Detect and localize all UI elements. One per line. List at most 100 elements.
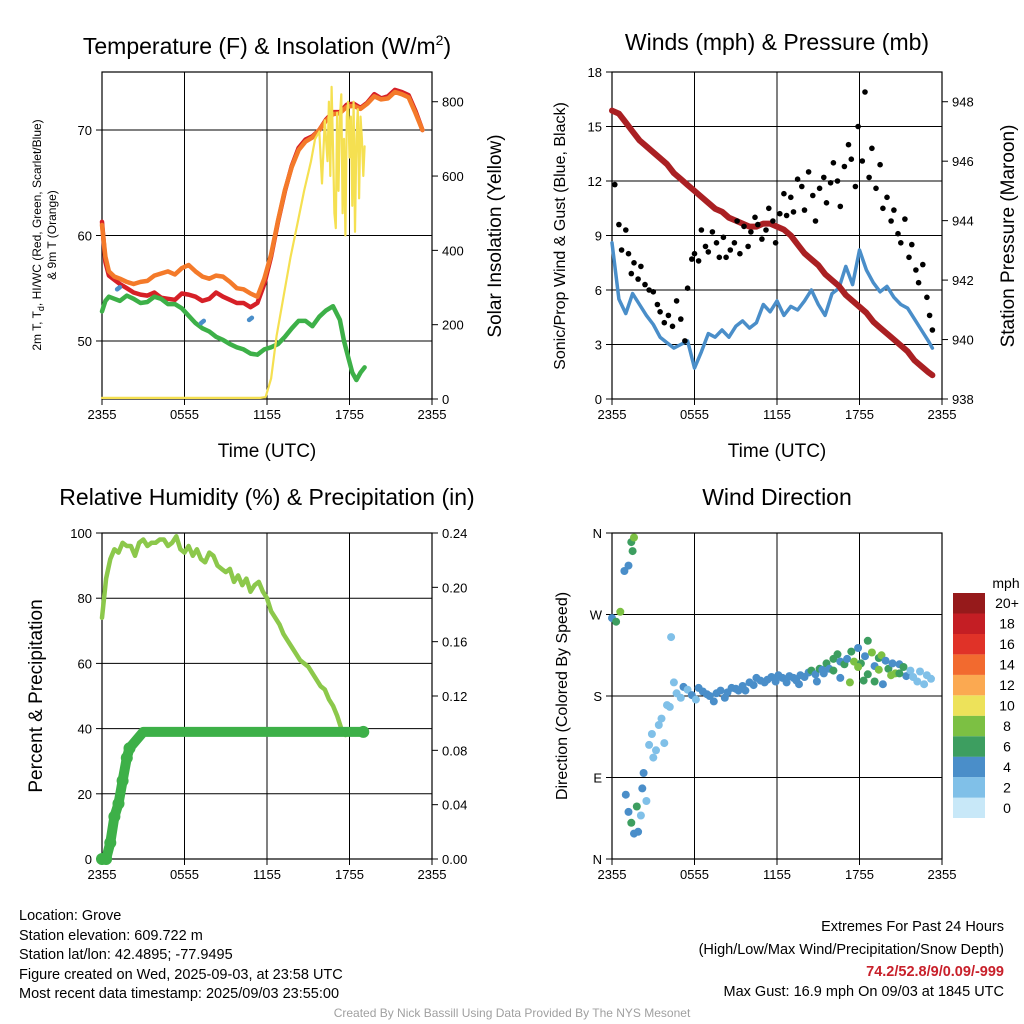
wind-direction-point <box>870 677 879 686</box>
wind-gust-point <box>642 281 648 288</box>
wind-gust-point <box>855 123 861 130</box>
y-tick-label: 6 <box>595 283 602 298</box>
legend-swatch <box>953 797 985 818</box>
wind-direction-point <box>916 667 924 676</box>
wind-direction-point <box>854 663 863 671</box>
winds-x-axis-label: Time (UTC) <box>728 441 827 462</box>
wind-direction-point <box>669 678 678 687</box>
wind-gust-point <box>810 192 816 199</box>
wind-direction-point <box>863 636 872 645</box>
wind-gust-point <box>684 285 691 292</box>
wind-direction-point <box>621 790 630 799</box>
plot-frame <box>101 532 433 860</box>
wind-gust-point <box>788 194 794 201</box>
y2-tick-label: 0.00 <box>442 852 467 867</box>
y-tick-label: 0 <box>85 852 92 867</box>
wind-gust-point <box>880 205 886 212</box>
wind-gust-point <box>702 243 709 250</box>
plot-frame <box>611 532 943 860</box>
wind-gust-point <box>638 263 644 270</box>
wind-gust-point <box>862 89 868 95</box>
wind-gust-point <box>682 338 688 344</box>
y2-tick-label: 0.08 <box>442 743 467 758</box>
legend-label: 10 <box>999 698 1015 714</box>
extremes-values: 74.2/52.8/9/0.09/-999 <box>866 964 1004 981</box>
temperature-x-axis-label: Time (UTC) <box>218 441 317 462</box>
wind-gust-point <box>873 185 879 192</box>
y2-tick-label: 0 <box>442 392 449 407</box>
wind-direction-point <box>645 740 654 749</box>
wind-gust-point <box>781 190 787 197</box>
temperature-series-line <box>99 89 425 299</box>
wind-gust-point <box>716 254 723 261</box>
station-info: Location: Grove Station elevation: 609.7… <box>19 907 343 1005</box>
legend-label: 2 <box>1003 779 1011 795</box>
winds-panel-title: Winds (mph) & Pressure (mb) <box>625 29 929 55</box>
wind-direction-point <box>639 769 648 777</box>
relative-humidity-line <box>99 534 348 738</box>
temperature-series-line <box>114 284 123 292</box>
wind-direction-point <box>833 650 842 659</box>
precipitation-point <box>123 742 136 755</box>
wind-gust-point <box>841 163 848 170</box>
wind-gust-point <box>698 227 705 233</box>
station-elevation: Station elevation: 609.722 m <box>19 927 203 944</box>
wind-gust-point <box>848 156 855 162</box>
legend-swatch <box>953 715 985 737</box>
wind-gust-point <box>799 183 805 190</box>
wind-direction-point <box>861 652 869 661</box>
x-tick-label: 2355 <box>928 867 957 882</box>
wind-gust-point <box>654 301 661 308</box>
wind-direction-point <box>628 547 637 556</box>
wind-gust-point <box>755 221 761 228</box>
wind-direction-point <box>867 648 876 657</box>
y-tick-label: 60 <box>78 656 92 671</box>
wind-direction-point <box>845 678 854 687</box>
wind-gust-point <box>752 214 758 221</box>
wind-gust-point <box>898 240 904 246</box>
x-tick-label: 1755 <box>335 407 364 422</box>
x-tick-label: 2355 <box>88 407 117 422</box>
wind-direction-point <box>709 697 718 706</box>
wind-direction-point <box>895 669 904 678</box>
wind-gust-point <box>770 218 776 224</box>
x-tick-label: 1155 <box>253 867 281 882</box>
plot-frame <box>611 71 943 400</box>
legend-swatch <box>953 654 985 675</box>
wind-gust-point <box>859 158 866 164</box>
temperature-y-axis-label: 2m T, Td, HI/WC (Red, Green, Scarlet/Blu… <box>30 119 59 350</box>
wind-gust-point <box>691 250 698 257</box>
wind-direction-point <box>665 702 674 711</box>
extremes-subtitle: (High/Low/Max Wind/Precipitation/Snow De… <box>698 941 1004 958</box>
wind-gust-point <box>628 270 635 277</box>
wind-direction-point <box>906 666 915 675</box>
y-tick-label: 0 <box>595 392 602 407</box>
y-tick-label: 60 <box>78 229 92 244</box>
wind-gust-point <box>837 203 844 210</box>
y-tick-label: 15 <box>588 120 602 135</box>
wind-direction-point <box>660 739 669 748</box>
y-tick-label: 70 <box>78 123 92 138</box>
x-tick-label: 1755 <box>845 867 874 882</box>
svg-text:2m T, Td, HI/WC (Red, Green, S: 2m T, Td, HI/WC (Red, Green, Scarlet/Blu… <box>30 119 46 350</box>
extremes-title: Extremes For Past 24 Hours <box>821 919 1004 935</box>
wind-direction-point <box>632 802 641 811</box>
precipitation-point <box>100 853 113 865</box>
wind-gust-point <box>748 229 754 235</box>
y-tick-label: 50 <box>78 334 92 349</box>
wind-direction-point <box>741 686 750 695</box>
wind-direction-point <box>616 607 625 616</box>
wind-gust-point <box>766 205 772 212</box>
precipitation-line <box>97 726 369 864</box>
wind-gust-point <box>616 221 622 228</box>
wind-direction-point <box>888 659 897 668</box>
y-tick-label: W <box>590 608 603 623</box>
temperature-y2-axis-label: Solar Insolation (Yellow) <box>485 134 506 337</box>
max-gust: Max Gust: 16.9 mph On 09/03 at 1845 UTC <box>723 983 1004 1000</box>
winds-y-axis-label: Sonic/Prop Wind & Gust (Blue, Black) <box>552 102 569 370</box>
wind-direction-point <box>927 674 935 683</box>
y2-tick-label: 0.24 <box>442 526 467 541</box>
wind-gust-point <box>913 267 919 273</box>
wind-gust-point <box>657 309 663 315</box>
wind-direction-point <box>812 677 821 686</box>
